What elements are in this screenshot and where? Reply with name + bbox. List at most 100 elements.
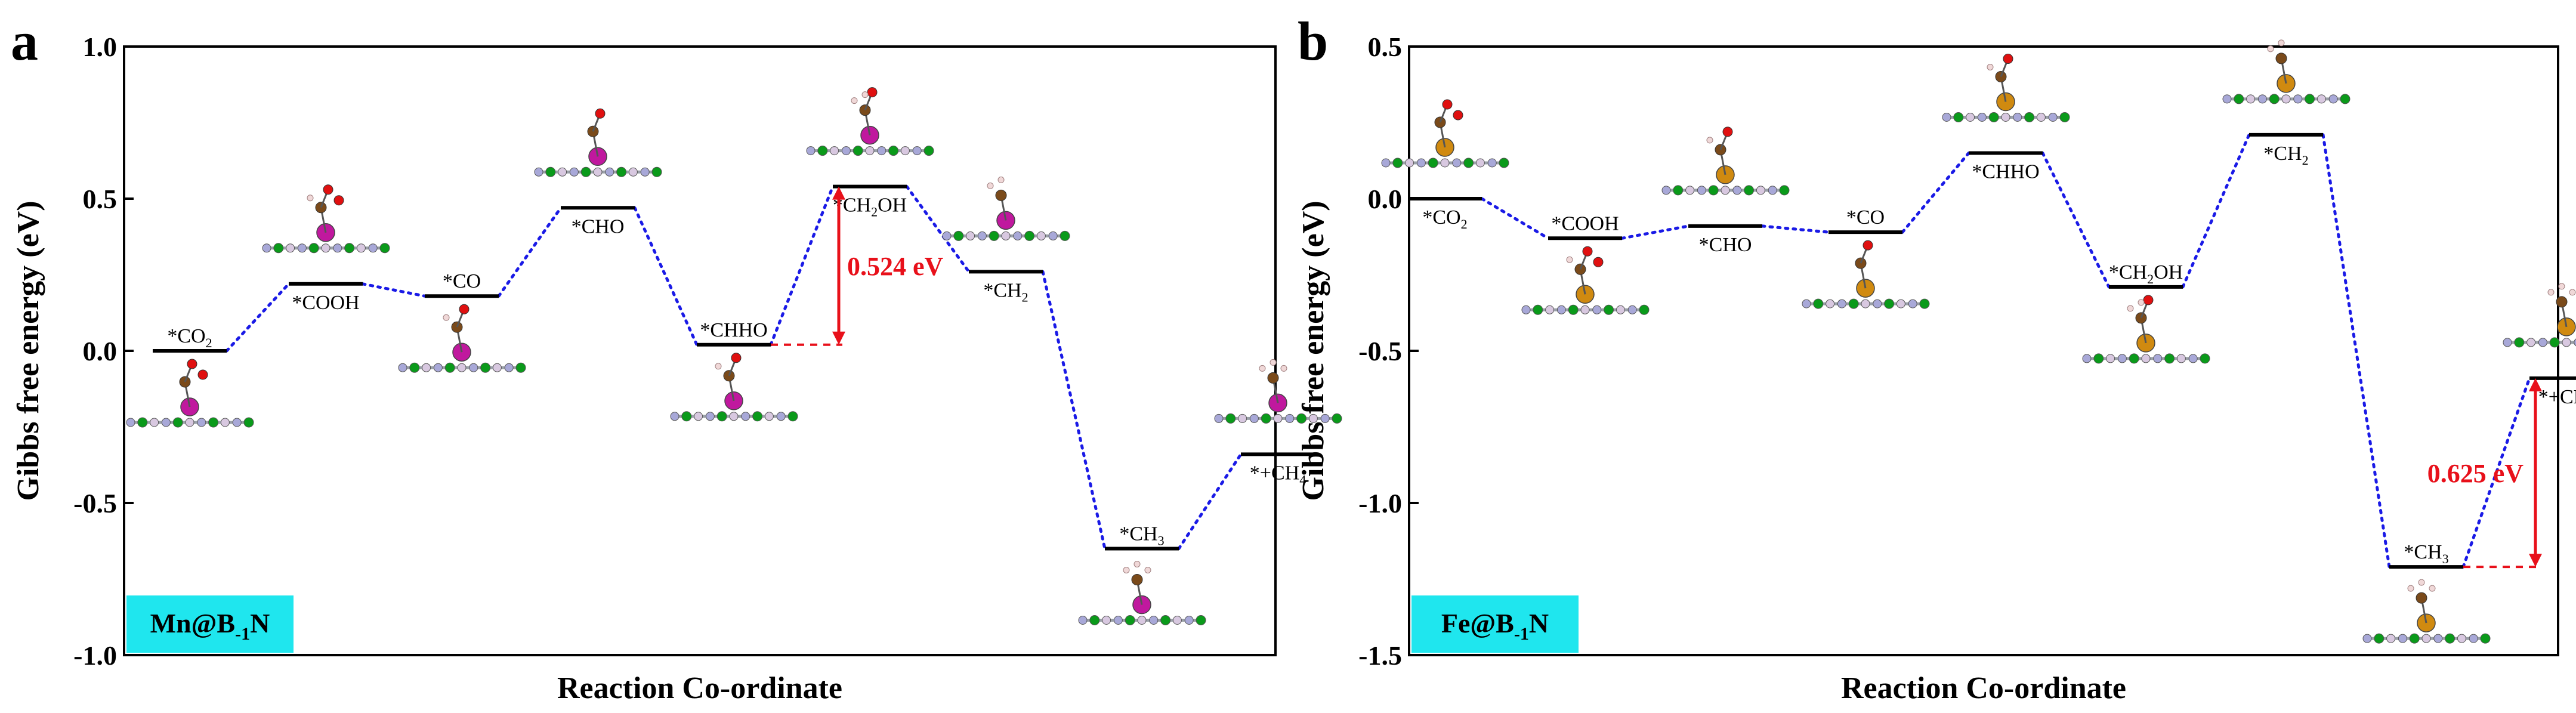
sheet-atom bbox=[1296, 413, 1307, 424]
sheet-atom bbox=[262, 243, 271, 253]
adsorbate-atom bbox=[2429, 585, 2436, 592]
connector-line bbox=[225, 282, 291, 353]
adsorbed-structure bbox=[670, 353, 798, 422]
adsorbed-structure bbox=[126, 359, 254, 428]
sheet-atom bbox=[1661, 186, 1671, 195]
sheet-atom bbox=[433, 363, 443, 372]
connector-line bbox=[633, 206, 699, 347]
connector-line bbox=[361, 282, 427, 298]
sheet-atom bbox=[670, 412, 679, 421]
adsorbed-structure bbox=[1078, 561, 1206, 625]
catalyst-badge: Mn@B-1N bbox=[126, 595, 294, 653]
sheet-atom bbox=[1545, 305, 1555, 314]
y-ticks: 1.0 0.5 0.0 -0.5 -1.0 bbox=[73, 32, 134, 671]
sheet-atom bbox=[616, 166, 627, 177]
sheet-atom bbox=[580, 166, 591, 177]
sheet-atom bbox=[694, 412, 703, 421]
plot-frame bbox=[1408, 45, 2559, 656]
connector-line bbox=[1620, 224, 1690, 240]
sheet-atom bbox=[232, 418, 242, 427]
sheet-atom bbox=[480, 362, 491, 373]
sheet-atom bbox=[2562, 338, 2571, 347]
connector-line bbox=[497, 206, 563, 298]
sheet-atom bbox=[830, 146, 839, 156]
sheet-atom bbox=[1604, 304, 1614, 315]
adsorbate-atom bbox=[2416, 592, 2427, 604]
sheet-atom bbox=[1475, 158, 1485, 168]
y-axis-label: Gibbs free energy (eV) bbox=[1296, 200, 1330, 501]
sheet-atom bbox=[1225, 413, 1236, 424]
sheet-atom bbox=[2281, 94, 2291, 104]
sheet-atom bbox=[593, 167, 603, 177]
state-label: *CHO bbox=[572, 215, 625, 237]
sheet-atom bbox=[2374, 633, 2385, 644]
sheet-atom bbox=[1616, 305, 1625, 314]
sheet-atom bbox=[409, 362, 420, 373]
adsorbate-atom bbox=[997, 176, 1005, 183]
sheet-atom bbox=[469, 363, 478, 372]
badge-box bbox=[126, 595, 294, 653]
sheet-atom bbox=[1779, 185, 1790, 196]
adsorbate-atom bbox=[995, 189, 1007, 201]
sheet-atom bbox=[1428, 158, 1438, 168]
sheet-atom bbox=[2538, 338, 2547, 347]
sheet-atom bbox=[2362, 634, 2372, 643]
sheet-atom bbox=[379, 243, 390, 254]
adsorbate-atom bbox=[1267, 372, 1279, 384]
sheet-atom bbox=[2445, 633, 2455, 644]
sheet-atom bbox=[2433, 634, 2443, 643]
adsorbate-atom bbox=[1987, 64, 1994, 70]
catalyst-badge: Fe@B-1N bbox=[1411, 595, 1579, 653]
badge-box bbox=[1411, 595, 1579, 653]
adsorbed-structure bbox=[1661, 126, 1790, 196]
adsorbed-structure bbox=[534, 108, 662, 177]
sheet-atom bbox=[841, 146, 851, 156]
adsorbate-atom bbox=[1144, 567, 1151, 573]
sheet-atom bbox=[2457, 634, 2466, 643]
adsorbate-atom bbox=[323, 184, 333, 195]
sheet-atom bbox=[787, 411, 798, 422]
connectors bbox=[1480, 133, 2531, 569]
sheet-atom bbox=[1580, 305, 1590, 314]
sheet-atom bbox=[558, 167, 567, 177]
adsorbate-atom bbox=[715, 363, 722, 370]
sheet-atom bbox=[2480, 633, 2491, 644]
sheet-atom bbox=[1024, 230, 1035, 241]
adsorbate-atom bbox=[1280, 365, 1287, 372]
sheet-atom bbox=[2153, 354, 2163, 363]
adsorbate-atom bbox=[333, 195, 344, 206]
sheet-atom bbox=[444, 362, 455, 373]
adsorbed-structure bbox=[398, 304, 526, 373]
sheet-atom bbox=[1249, 413, 1259, 423]
adsorbate-atom bbox=[1133, 561, 1141, 567]
sheet-atom bbox=[1238, 413, 1247, 423]
adsorbate-atom bbox=[2418, 579, 2425, 586]
sheet-atom bbox=[2503, 338, 2512, 347]
sheet-atom bbox=[1826, 299, 1835, 308]
y-tick-label: 1.0 bbox=[83, 32, 118, 62]
state-label: *CH3 bbox=[1119, 523, 1164, 548]
sheet-atom bbox=[534, 167, 543, 177]
sheet-atom bbox=[2316, 94, 2326, 104]
state-label: *CO bbox=[1846, 206, 1885, 229]
gap-annotation: 0.524 eV bbox=[771, 186, 944, 346]
levels: *CO2 *COOH *CHO *CO *CHHO *CH2OH *CH2 *CH3 *+CH4 bbox=[1408, 132, 2576, 569]
adsorbate-atom bbox=[1706, 137, 1713, 144]
y-tick-label: -0.5 bbox=[1358, 336, 1402, 366]
sheet-atom bbox=[220, 418, 230, 427]
sheet-atom bbox=[628, 167, 638, 177]
sheet-atom bbox=[877, 146, 887, 156]
connector-line bbox=[905, 185, 971, 273]
sheet-atom bbox=[923, 146, 934, 156]
sheet-atom bbox=[1196, 615, 1206, 625]
state-label: *+CH4 bbox=[1250, 462, 1306, 487]
sheet-atom bbox=[2001, 113, 2010, 122]
sheet-atom bbox=[208, 417, 219, 428]
sheet-atom bbox=[1813, 298, 1824, 309]
sheet-atom bbox=[2164, 353, 2175, 364]
sheet-atom bbox=[1756, 186, 1765, 195]
adsorbate-atom bbox=[1862, 240, 1873, 251]
sheet-atom bbox=[2059, 112, 2070, 122]
sheet-atom bbox=[1802, 299, 1811, 308]
sheet-atom bbox=[2048, 113, 2058, 122]
